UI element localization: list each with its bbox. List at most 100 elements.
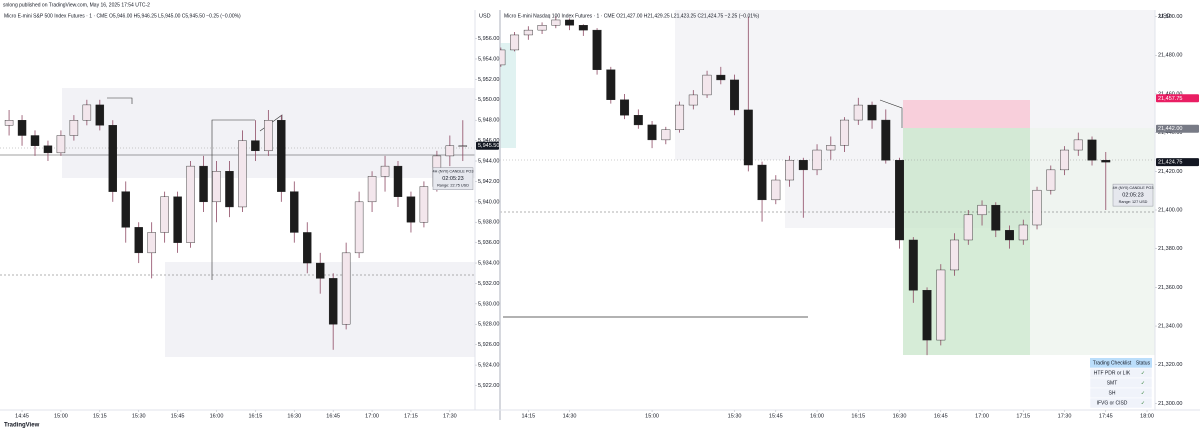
candle-body [523,29,533,36]
candle-body [30,135,40,146]
candle-body [633,115,643,126]
candle-body [380,165,390,177]
y-tick-label: 5,922.00 [478,383,499,389]
price-badge-label: 5,945.50 [478,143,499,149]
candle-body [69,120,79,136]
checklist-row [1089,397,1153,409]
candle-body [173,196,182,243]
checklist-header [1090,358,1152,368]
x-tick-label: 16:45 [934,413,948,419]
candle-body [537,25,547,31]
checklist-cell: HTF PDR or LIK [1094,370,1131,376]
candles [4,99,468,350]
candle-body [771,179,781,201]
candle-body [551,19,561,26]
candle-body [908,239,918,291]
price-badge-label: 21,442.00 [1158,126,1182,132]
x-tick-label: 15:00 [54,413,68,419]
swing-line [107,97,133,104]
checklist: Trading Checklist Status HTF PDR or LIK ✓ SM… [1089,358,1153,409]
candle-body [445,145,455,157]
candle-body [212,171,221,203]
candle-body [510,34,520,51]
y-tick-label: 5,950.00 [478,97,499,103]
info-text: Range: 22.75 USD [437,184,469,188]
candle-body [578,25,588,31]
candle-body [895,159,905,241]
candle-body [186,165,195,243]
candle-body [565,19,575,26]
info-text: 02:05:23 [1122,193,1143,199]
price-badge [1156,124,1199,133]
checklist-cell: SMT [1107,380,1118,386]
y-tick-label: 21,380.00 [1158,246,1182,252]
candle-body [661,129,671,141]
candle-body [17,120,27,136]
candle-body [406,196,416,223]
candle-body [840,119,850,146]
candle-body [134,227,143,254]
candle-body [393,165,403,197]
candle-body [264,120,273,152]
x-tick-label: 17:45 [1099,413,1113,419]
candle-body [812,149,822,171]
candle-body [592,29,602,70]
publish-info: snlong published on TradingView.com, May… [3,2,150,8]
y-tick-label: 5,930.00 [478,301,499,307]
candle-body [354,201,364,254]
y-tick-label: 5,938.00 [478,220,499,226]
y-tick-label: 21,360.00 [1158,285,1182,291]
candle-body [1101,159,1111,163]
candle-body [367,176,377,203]
x-tick-label: 16:30 [287,413,301,419]
candle-body [963,214,973,241]
x-tick-label: 17:15 [404,413,418,419]
x-tick-label: 16:30 [893,413,907,419]
candle-body [419,186,429,223]
candle-body [1046,169,1056,191]
candle-body [853,104,863,121]
x-tick-label: 17:00 [365,413,379,419]
candle-body [977,204,987,216]
y-tick-label: 21,420.00 [1158,169,1182,175]
candle-body [606,69,616,100]
candle-body [1005,230,1014,241]
x-tick-label: 16:00 [210,413,224,419]
y-tick-label: 5,956.00 [478,36,499,42]
y-tick-label: 5,942.00 [478,179,499,185]
info-text: Range: 127 USD [1119,200,1148,204]
info-text: 4H (NY0) CANDLE PO3 [433,170,474,174]
checklist-header-cell: Trading Checklist [1093,360,1132,366]
candle-body [277,120,286,192]
x-tick-label: 14:45 [15,413,29,419]
candle-body [1060,149,1069,171]
brand: TradingView [4,423,40,429]
checklist-cell: ✓ [1141,390,1145,396]
y-tick-label: 21,340.00 [1158,324,1182,330]
candle-body [1087,139,1097,161]
candle-body [341,252,351,325]
candle-body [1018,224,1028,241]
y-tick-label: 21,480.00 [1158,53,1182,59]
price-badge-label: 21,424.75 [1158,160,1182,166]
y-tick-label: 5,954.00 [478,56,499,62]
candle-body [147,232,156,254]
candle-body [675,104,685,130]
x-tick-label: 17:30 [1058,413,1072,419]
x-tick-label: 16:00 [810,413,824,419]
candle-body [1032,189,1042,226]
info-text: 02:05:23 [442,176,463,182]
y-tick-label: 5,936.00 [478,240,499,246]
candle-body [56,135,66,154]
stop-zone [903,100,1030,128]
checklist-cell: SH [1109,390,1116,396]
candle-body [757,164,767,201]
price-badge [1156,158,1199,167]
y-tick-label: 5,948.00 [478,118,499,124]
y-tick-label: 21,440.00 [1158,130,1182,136]
candle-body [881,119,891,161]
candle-body [225,171,234,208]
price-badge [476,141,499,150]
y-tick-label: 21,400.00 [1158,207,1182,213]
